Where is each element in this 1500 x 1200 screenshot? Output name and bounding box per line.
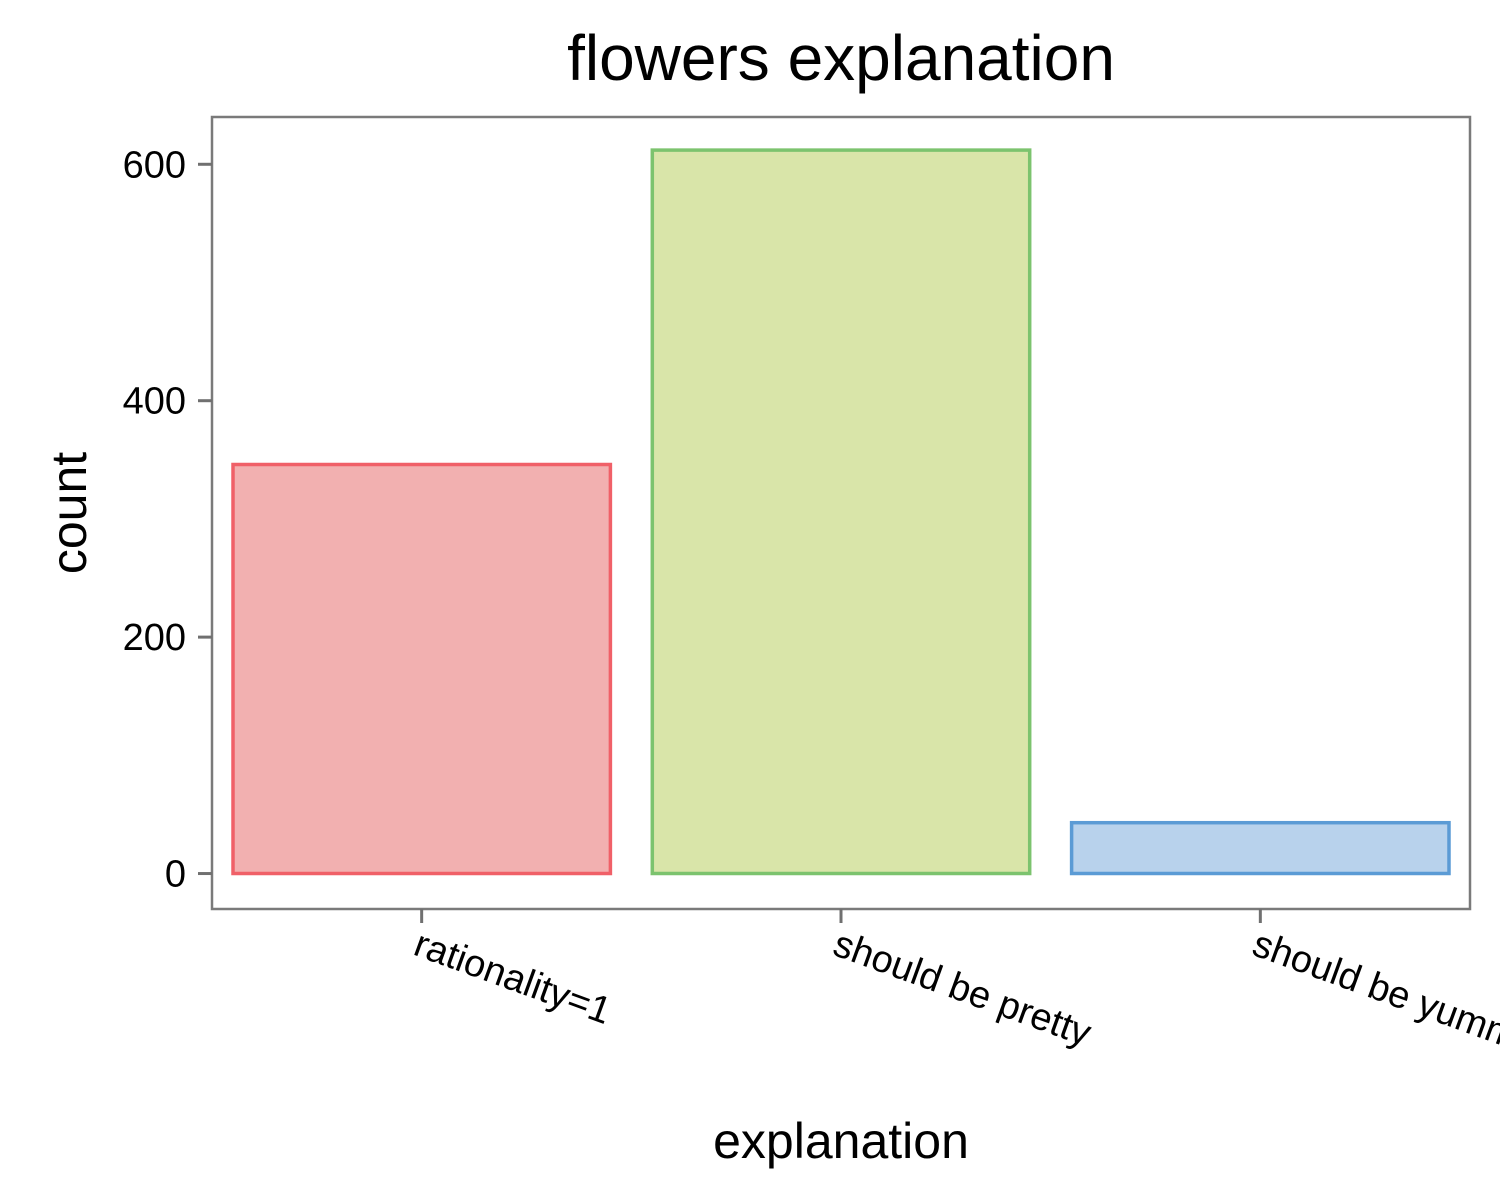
- y-axis-title: count: [41, 452, 97, 574]
- x-tick-label-0: rationality=1: [409, 923, 617, 1033]
- chart-title: flowers explanation: [567, 22, 1115, 94]
- bar-1: [650, 148, 1032, 876]
- x-axis: rationality=1 should be pretty should be y…: [409, 909, 1500, 1064]
- bar-2: [1069, 820, 1451, 876]
- bars-layer: [231, 148, 1451, 876]
- y-tick-label-400: 400: [123, 381, 186, 423]
- y-tick-label-600: 600: [123, 144, 186, 186]
- x-axis-title: explanation: [713, 1113, 969, 1169]
- x-tick-label-2: should be yummy: [1247, 923, 1500, 1064]
- bar-0: [231, 462, 613, 876]
- x-tick-label-1: should be pretty: [828, 923, 1096, 1055]
- y-axis: 0 200 400 600: [123, 144, 212, 896]
- y-tick-label-200: 200: [123, 617, 186, 659]
- y-tick-label-0: 0: [165, 854, 186, 896]
